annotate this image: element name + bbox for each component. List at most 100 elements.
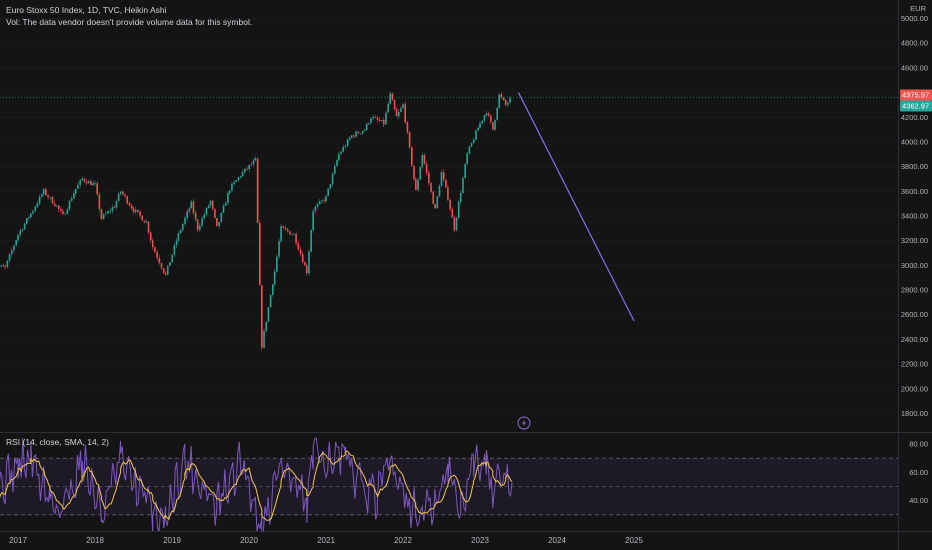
candle-body	[361, 131, 364, 134]
candle-body	[119, 191, 122, 194]
candle-body	[179, 229, 182, 234]
candle-body	[248, 164, 250, 170]
candle-body	[487, 113, 490, 116]
candle-body	[34, 206, 37, 211]
candle-body	[408, 132, 411, 148]
candle-body	[338, 154, 340, 161]
last-price-label: 4362.97	[900, 100, 932, 112]
chart-title[interactable]: Euro Stoxx 50 Index, 1D, TVC, Heikin Ash…	[6, 5, 167, 15]
candle-body	[158, 257, 161, 264]
candle-body	[2, 265, 5, 267]
candle-body	[102, 214, 105, 219]
candle-body	[483, 115, 486, 121]
candle-body	[261, 285, 263, 348]
candle-body	[490, 115, 492, 123]
candle-body	[464, 164, 466, 179]
candle-body	[417, 179, 419, 190]
candle-body	[415, 179, 417, 190]
candle-body	[36, 203, 39, 207]
candle-body	[393, 100, 396, 110]
candle-body	[30, 213, 32, 218]
candle-body	[117, 193, 120, 202]
price-tick-label: 1800.00	[901, 409, 928, 418]
candle-body	[372, 117, 374, 119]
candle-body	[365, 123, 368, 131]
candle-body	[92, 183, 94, 186]
candle-body	[169, 262, 171, 266]
candle-body	[141, 215, 144, 221]
price-tick-label: 2000.00	[901, 384, 928, 393]
candle-body	[70, 198, 73, 201]
candle-body	[509, 97, 511, 103]
candle-body	[57, 205, 60, 210]
candle-body	[173, 245, 176, 255]
candle-body	[137, 209, 139, 212]
candle-body	[413, 165, 415, 180]
rsi-title[interactable]: RSI (14, close, SMA, 14, 2)	[6, 437, 109, 447]
candle-body	[132, 208, 135, 212]
candle-body	[312, 211, 314, 231]
candle-body	[199, 225, 201, 230]
candle-body	[90, 181, 92, 186]
candle-body	[301, 254, 304, 263]
candlestick-series[interactable]	[0, 91, 511, 351]
candle-body	[308, 251, 310, 274]
candle-body	[149, 232, 152, 241]
candle-body	[21, 229, 24, 231]
candle-body	[252, 160, 255, 165]
rsi-tick-label: 40.00	[909, 496, 928, 505]
candle-body	[449, 199, 451, 210]
candle-body	[177, 233, 180, 241]
rsi-tick-label: 80.00	[909, 440, 928, 449]
candle-body	[381, 120, 383, 122]
rsi-tick-label: 60.00	[909, 468, 928, 477]
candle-body	[336, 160, 338, 167]
candle-body	[411, 147, 413, 166]
candle-body	[342, 146, 345, 152]
price-tick-label: 2800.00	[901, 286, 928, 295]
candle-body	[282, 226, 285, 228]
time-tick-label: 2020	[240, 536, 258, 545]
candle-body	[382, 120, 385, 125]
candle-body	[451, 209, 454, 218]
candle-body	[267, 307, 270, 322]
candle-body	[470, 142, 473, 147]
candle-body	[325, 195, 327, 201]
candle-body	[32, 210, 34, 214]
candle-body	[404, 104, 406, 123]
candle-body	[81, 178, 83, 181]
candle-body	[164, 272, 167, 275]
candle-body	[64, 213, 66, 215]
candle-body	[147, 221, 150, 233]
candle-body	[500, 94, 503, 98]
candle-body	[314, 206, 317, 212]
candle-body	[105, 213, 107, 215]
candle-body	[156, 252, 158, 258]
price-tick-label: 4200.00	[901, 113, 928, 122]
candle-body	[237, 177, 240, 181]
lightning-icon[interactable]	[517, 416, 531, 430]
candle-body	[143, 220, 146, 223]
candle-body	[273, 271, 276, 285]
trendline[interactable]	[517, 92, 635, 322]
candle-body	[316, 204, 319, 207]
candle-body	[122, 191, 124, 195]
candle-body	[434, 204, 436, 209]
candle-body	[459, 193, 462, 202]
price-tick-label: 2600.00	[901, 310, 928, 319]
candle-body	[111, 207, 114, 211]
candle-body	[492, 122, 494, 130]
candle-body	[481, 120, 483, 124]
candle-body	[419, 166, 422, 180]
candle-body	[211, 200, 214, 209]
candle-body	[425, 163, 428, 173]
candle-body	[154, 247, 156, 253]
candle-body	[55, 205, 58, 207]
candle-body	[109, 210, 112, 212]
time-axis[interactable]: 2017 2018 2019 2020 2021 2022 2023 2024 2025	[9, 536, 643, 545]
candle-body	[475, 130, 477, 140]
candle-body	[485, 113, 488, 116]
time-tick-label: 2018	[86, 536, 104, 545]
rsi-axis[interactable]: 80.00 60.00 40.00	[909, 440, 928, 506]
